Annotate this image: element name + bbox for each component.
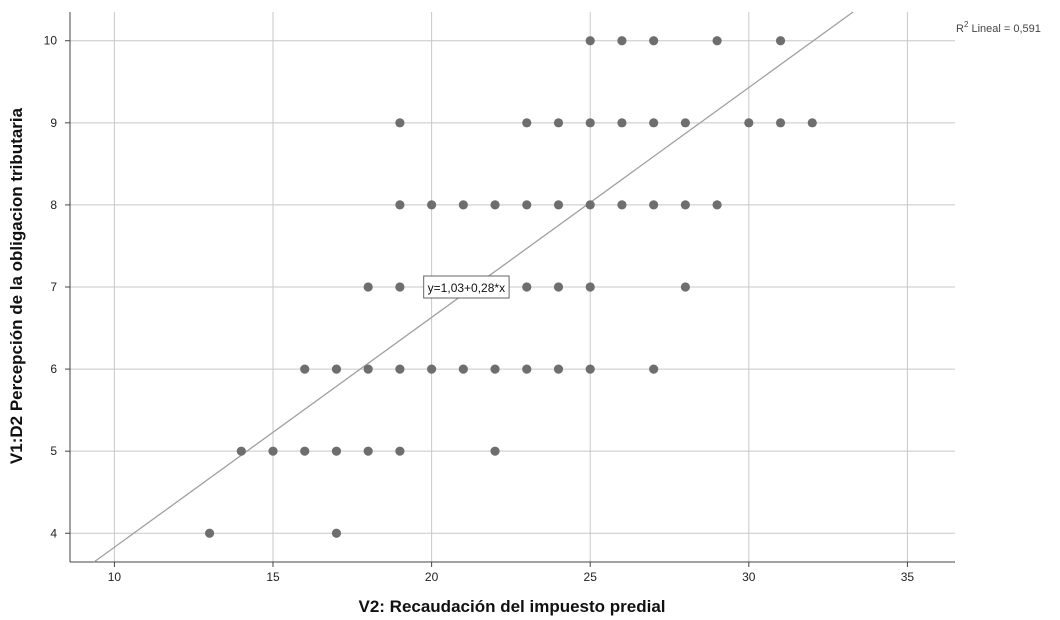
data-point [427,364,437,374]
data-point [331,528,342,538]
y-tick-label: 4 [50,526,57,540]
data-point [649,200,659,210]
data-point [300,446,310,456]
data-point [300,364,310,374]
data-point [585,200,595,210]
data-point [680,282,690,292]
x-tick-label: 35 [901,570,915,584]
annotations: y=1,03+0,28*x R2 Lineal = 0,591 [423,20,1041,299]
data-point [236,446,246,456]
data-point [649,36,659,46]
x-tick-label: 20 [425,570,439,584]
data-point [395,364,405,374]
data-point [395,446,405,456]
x-tick-labels: 10 15 20 25 30 35 [108,570,915,584]
x-tick-label: 30 [742,570,756,584]
data-point [585,36,595,46]
data-point [204,528,215,538]
data-point [522,364,532,374]
x-axis-title: V2: Recaudación del impuesto predial [358,597,665,616]
r-squared-label: R2 Lineal = 0,591 [956,20,1041,35]
data-point [553,118,564,128]
data-point [585,364,595,374]
data-point [649,118,659,128]
data-point [490,364,500,374]
y-axis-title: V1:D2 Percepción de la obligacion tribut… [7,107,26,464]
y-tick-label: 8 [50,198,57,212]
data-point [395,282,405,292]
y-tick-label: 10 [44,34,58,48]
data-point [585,118,595,128]
data-point [807,118,817,128]
data-point [617,36,627,46]
data-point [395,118,405,128]
data-point [617,118,627,128]
data-point [331,446,342,456]
equation-box [423,275,510,299]
data-point [553,364,564,374]
data-point [649,364,659,374]
data-point [395,200,405,210]
data-point [522,118,532,128]
data-point [522,282,532,292]
y-tick-label: 5 [50,444,57,458]
y-tick-label: 7 [50,280,57,294]
data-point [458,364,468,374]
data-point [331,364,342,374]
data-point [363,446,373,456]
data-point [585,282,595,292]
data-point [522,200,532,210]
r-squared-value: Lineal = 0,591 [971,23,1040,35]
data-point [712,200,722,210]
data-point [775,118,786,128]
data-point [553,282,564,292]
data-point [744,118,754,128]
data-point [458,200,468,210]
x-tick-label: 15 [266,570,280,584]
data-point [712,36,722,46]
data-point [490,200,500,210]
data-point [617,200,627,210]
y-gridlines [70,40,955,534]
axes [65,12,955,567]
x-tick-label: 10 [108,570,122,584]
y-tick-labels: 4 5 6 7 8 9 10 [44,34,58,541]
data-points [204,36,817,538]
data-point [427,200,437,210]
data-point [363,282,373,292]
x-tick-label: 25 [584,570,598,584]
data-point [553,200,564,210]
y-tick-label: 9 [50,116,57,130]
fit-equation-label: y=1,03+0,28*x [428,281,505,295]
data-point [363,364,373,374]
data-point [680,118,690,128]
data-point [680,200,690,210]
data-point [268,446,278,456]
data-point [775,36,786,46]
y-tick-label: 6 [50,362,57,376]
data-point [490,446,500,456]
